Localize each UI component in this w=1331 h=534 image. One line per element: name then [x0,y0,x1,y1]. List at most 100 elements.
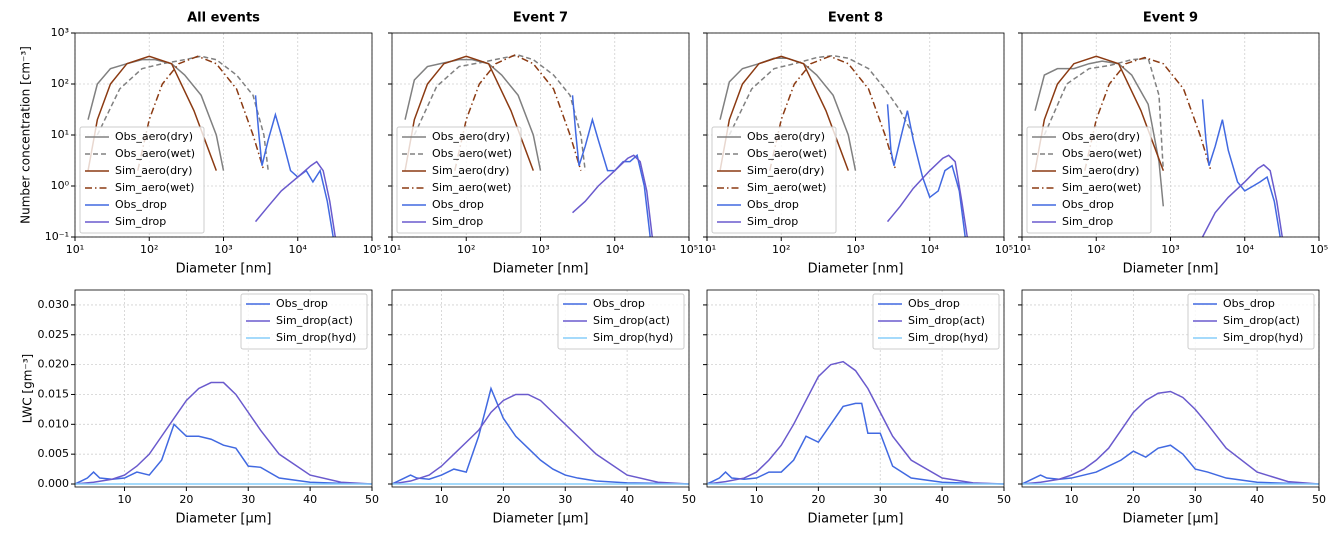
panel-title: Event 9 [1143,11,1198,26]
y-tick-label: 0.000 [38,477,70,490]
series-line [886,104,966,237]
x-tick-label: 20 [179,493,193,506]
x-axis-label: Diameter [µm] [808,512,904,527]
x-tick-label: 30 [558,493,572,506]
legend-box [396,126,522,234]
series-line [1084,56,1212,171]
legend-label: Obs_aero(dry) [432,130,510,143]
series-line [137,55,265,171]
legend-label: Sim_drop(hyd) [1223,331,1303,344]
y-tick-label: 10³ [51,26,69,39]
series-line [254,160,337,237]
plot-frame [1021,32,1320,238]
plot-frame [391,289,690,488]
series-line [769,55,897,171]
legend-label: Obs_aero(wet) [115,147,195,160]
x-tick-label: 10⁴ [921,243,940,256]
plot-frame [1021,289,1320,488]
plot-frame [74,32,373,238]
legend-label: Obs_drop [1062,198,1114,211]
x-axis-label: Diameter [nm] [493,262,589,277]
x-axis-label: Diameter [nm] [808,262,904,277]
y-tick-label: 0.020 [38,358,70,371]
x-tick-label: 50 [1312,493,1326,506]
legend-label: Obs_aero(wet) [432,147,512,160]
legend-label: Sim_aero(wet) [115,181,194,194]
series-line [1022,444,1319,485]
x-tick-label: 10⁴ [606,243,625,256]
x-tick-label: 10⁵ [1310,243,1328,256]
x-axis-label: Diameter [nm] [1123,262,1219,277]
x-axis-label: Diameter [µm] [176,512,272,527]
legend-label: Sim_drop [115,215,166,228]
x-tick-label: 10² [1087,243,1105,256]
series-line [87,55,218,171]
panel-title: Event 8 [828,11,883,26]
y-tick-label: 0.025 [38,328,70,341]
legend-label: Sim_aero(dry) [747,164,824,177]
legend-label: Sim_drop [432,215,483,228]
legend-label: Sim_drop(hyd) [276,331,356,344]
series-line [75,422,372,485]
x-tick-label: 10³ [846,243,864,256]
x-tick-label: 30 [1188,493,1202,506]
legend-label: Sim_aero(dry) [432,164,509,177]
series-line [404,55,535,171]
legend-box [1026,126,1152,234]
x-tick-label: 50 [682,493,696,506]
x-tick-label: 10 [1065,493,1079,506]
series-line [254,95,334,237]
series-line [392,393,689,485]
legend-label: Sim_aero(dry) [115,164,192,177]
legend-label: Obs_drop [747,198,799,211]
x-tick-label: 40 [620,493,634,506]
y-tick-label: 0.030 [38,298,70,311]
x-tick-label: 50 [997,493,1011,506]
legend-box [557,293,685,350]
series-line [707,360,1004,485]
legend-label: Sim_drop(act) [1223,314,1300,327]
x-tick-label: 10 [435,493,449,506]
legend-label: Sim_drop [747,215,798,228]
series-line [392,386,689,485]
x-tick-label: 40 [935,493,949,506]
legend-label: Obs_drop [276,297,328,310]
y-tick-label: 0.015 [38,387,70,400]
series-line [1022,390,1319,485]
legend-label: Obs_aero(dry) [1062,130,1140,143]
x-tick-label: 20 [811,493,825,506]
x-tick-label: 10² [772,243,790,256]
legend-label: Obs_aero(dry) [747,130,825,143]
x-tick-label: 30 [873,493,887,506]
series-line [1201,163,1284,237]
x-tick-label: 50 [365,493,379,506]
x-tick-label: 10² [457,243,475,256]
series-line [707,402,1004,485]
legend-label: Sim_drop(hyd) [593,331,673,344]
series-line [719,55,850,171]
panel-title: Event 7 [513,11,568,26]
legend-label: Obs_drop [115,198,167,211]
series-line [75,381,372,485]
y-tick-label: 10¹ [51,128,69,141]
y-tick-label: 10⁻¹ [45,230,69,243]
x-tick-label: 10 [118,493,132,506]
legend-label: Obs_drop [593,297,645,310]
legend-label: Sim_aero(wet) [1062,181,1141,194]
panel-title: All events [187,11,260,26]
y-axis-label: Number concentration [cm⁻³] [19,46,33,224]
legend-label: Sim_aero(wet) [432,181,511,194]
series-line [87,58,225,171]
y-tick-label: 10² [51,77,69,90]
x-tick-label: 10¹ [1013,243,1031,256]
x-tick-label: 10³ [531,243,549,256]
plot-frame [706,289,1005,488]
legend-box [872,293,1000,350]
x-tick-label: 10² [140,243,158,256]
x-tick-label: 10³ [214,243,232,256]
legend-label: Sim_drop(act) [908,314,985,327]
y-tick-label: 10⁰ [51,179,70,192]
x-tick-label: 10⁴ [289,243,308,256]
legend-label: Sim_aero(wet) [747,181,826,194]
